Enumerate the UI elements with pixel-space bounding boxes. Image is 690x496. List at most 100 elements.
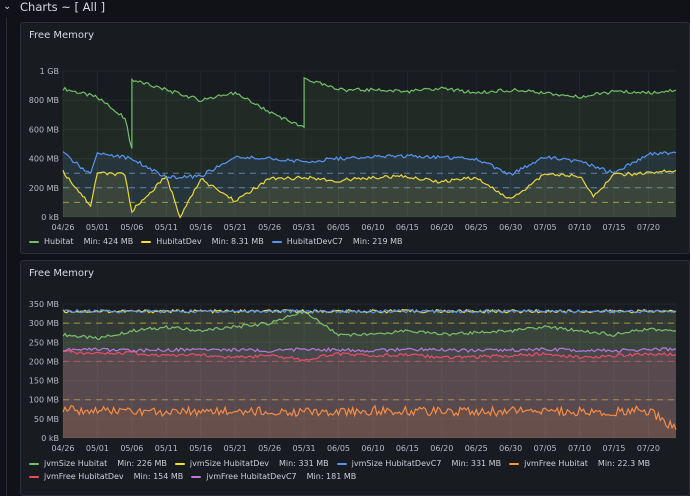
legend-series-name: jvmSize HubitatDev [189,459,270,468]
series-line-jvmfree-hubitat [62,404,677,430]
x-tick-label: 06/25 [465,223,488,232]
x-tick-label: 07/20 [637,223,660,232]
y-tick-label: 150 MB [29,377,59,386]
series-area-jvmfree-hubitatdev [63,350,676,438]
y-tick-label: 350 MB [29,300,59,309]
legend-item[interactable]: jvmFree Hubitat Min: 22.3 MB [509,459,650,468]
legend-item[interactable]: HubitatDevC7 Min: 219 MB [271,237,403,246]
series-line-hubitatdevc7 [62,151,677,180]
legend-min-value: Min: 226 MB [117,459,167,468]
panel-title: Free Memory [29,268,95,279]
y-tick-label: 100 MB [29,396,59,405]
x-tick-label: 05/01 [86,444,109,453]
x-tick-label: 07/15 [602,444,625,453]
chart-plot-area: 0 kB 200 MB 400 MB 600 MB 800 MB 1 GB 04/26 05/… [29,67,677,232]
legend-swatch [191,475,202,478]
legend-series-name: HubitatDev [156,237,202,246]
legend-item[interactable]: jvmSize Hubitat Min: 226 MB [29,459,167,468]
x-tick-label: 07/20 [637,444,660,453]
x-tick-label: 06/30 [499,444,522,453]
series-line-jvmfree-hubitatdevc7 [62,347,677,353]
x-tick-label: 04/26 [51,444,74,453]
x-tick-label: 07/10 [568,444,591,453]
legend-series-name: jvmSize HubitatDevC7 [351,459,442,468]
series-area-hubitatdev [63,170,676,218]
legend-series-name: jvmFree Hubitat [524,459,588,468]
legend-item[interactable]: Hubitat Min: 424 MB [29,237,133,246]
x-tick-label: 06/15 [396,223,419,232]
y-tick-label: 600 MB [29,125,59,134]
legend-min-value: Min: 22.3 MB [597,459,651,468]
series-area-hubitat [63,77,676,218]
chevron-down-icon[interactable]: ⌄ [3,1,12,12]
y-tick-label: 0 kB [41,213,59,222]
x-tick-label: 06/15 [396,444,419,453]
legend-min-value: Min: 331 MB [451,459,502,468]
legend-item[interactable]: jvmFree HubitatDevC7 Min: 181 MB [191,472,356,481]
x-tick-label: 05/31 [293,223,316,232]
series-area-jvmfree-hubitatdevc7 [63,347,676,438]
chart-legend: jvmSize Hubitat Min: 226 MB jvmSize Hubita… [29,457,658,483]
legend-series-name: Hubitat [44,237,74,246]
x-tick-label: 06/20 [430,223,453,232]
x-tick-label: 05/06 [120,223,143,232]
x-tick-label: 05/11 [155,223,178,232]
legend-min-value: Min: 181 MB [306,472,357,481]
x-tick-label: 06/05 [327,223,350,232]
x-tick-label: 05/16 [189,223,212,232]
y-tick-label: 200 MB [29,357,59,366]
legend-min-value: Min: 424 MB [83,237,134,246]
x-tick-label: 07/05 [534,444,557,453]
series-area-jvmsize-hubitat [63,311,676,438]
x-tick-label: 06/10 [361,444,384,453]
chart-panel-free-memory-1[interactable]: Free Memory 0 kB 200 MB 400 MB 600 MB 800 MB… [20,22,690,254]
legend-item[interactable]: HubitatDev Min: 8.31 MB [141,237,264,246]
x-tick-label: 07/10 [568,223,591,232]
x-tick-label: 05/06 [120,444,143,453]
legend-row: jvmFree HubitatDev Min: 154 MB jvmFree Hub… [29,470,658,483]
legend-swatch [509,462,520,465]
series-line-jvmfree-hubitatdev [62,350,677,362]
x-tick-label: 04/26 [51,223,74,232]
legend-item[interactable]: jvmFree HubitatDev Min: 154 MB [29,472,183,481]
x-tick-label: 06/05 [327,444,350,453]
legend-min-value: Min: 219 MB [352,237,403,246]
x-tick-label: 05/01 [86,223,109,232]
x-tick-label: 06/20 [430,444,453,453]
series-line-jvmsize-hubitat [62,310,677,340]
y-tick-label: 800 MB [29,96,59,105]
series-area-jvmfree-hubitat [63,405,676,438]
legend-swatch [29,462,39,465]
legend-min-value: Min: 8.31 MB [211,237,264,246]
x-tick-label: 06/30 [499,223,522,232]
panel-title: Free Memory [29,30,95,41]
section-title: Charts ~ [ All ] [20,0,106,14]
series-area-jvmsize-hubitatdevc7 [63,309,676,438]
series-line-hubitat [62,77,677,149]
section-header[interactable]: ⌄ Charts ~ [ All ] [0,0,690,16]
x-tick-label: 06/10 [361,223,384,232]
legend-series-name: jvmSize Hubitat [44,459,108,468]
chart-panel-free-memory-2[interactable]: Free Memory 0 kB 50 MB 100 MB 150 MB 200 MB 2… [20,260,690,496]
x-tick-label: 05/21 [224,223,247,232]
legend-item[interactable]: jvmSize HubitatDev Min: 331 MB [174,459,329,468]
legend-item[interactable]: jvmSize HubitatDevC7 Min: 331 MB [336,459,502,468]
legend-swatch [271,240,282,243]
chart-plot-area: 0 kB 50 MB 100 MB 150 MB 200 MB 250 MB 300 MB 3… [29,300,677,453]
legend-series-name: HubitatDevC7 [286,237,343,246]
y-tick-label: 50 MB [34,415,59,424]
x-tick-label: 07/15 [602,223,625,232]
x-tick-label: 05/21 [224,444,247,453]
series-line-jvmsize-hubitatdevc7 [63,308,677,314]
legend-row: Hubitat Min: 424 MB HubitatDev Min: 8.31 MB… [29,235,410,248]
x-tick-label: 06/25 [465,444,488,453]
legend-swatch [336,462,347,465]
x-tick-label: 05/26 [258,444,281,453]
legend-swatch [29,475,39,478]
legend-swatch [29,240,39,243]
y-tick-label: 200 MB [29,184,59,193]
x-tick-label: 05/16 [189,444,212,453]
y-tick-label: 300 MB [29,319,59,328]
y-tick-label: 1 GB [40,67,59,76]
chart-legend: Hubitat Min: 424 MB HubitatDev Min: 8.31 MB… [29,235,410,248]
